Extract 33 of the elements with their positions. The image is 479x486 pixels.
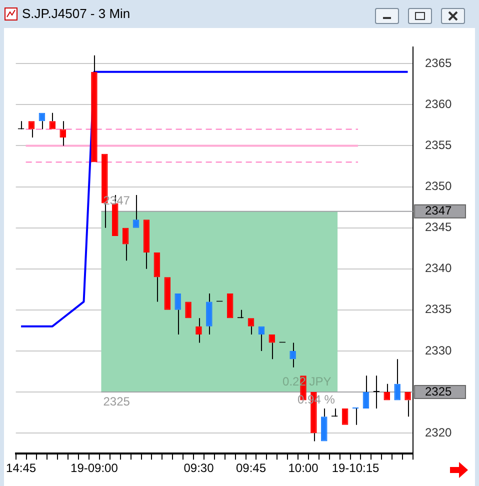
y-tick-label: 2340 — [425, 261, 452, 276]
candlestick — [352, 407, 359, 426]
chart-title: S.JP.J4507 - 3 Min — [22, 6, 130, 21]
x-tick-label: 09:30 — [184, 461, 214, 476]
y-tick-label: 2320 — [425, 425, 452, 440]
candlestick — [206, 293, 212, 336]
x-tick-label: 10:00 — [288, 461, 319, 476]
y-tick-label: 2345 — [425, 220, 452, 234]
candlestick — [143, 220, 150, 270]
candlestick — [394, 358, 400, 400]
candlestick — [28, 121, 35, 138]
x-tick-label: 19-10:15 — [332, 461, 380, 476]
candlestick — [38, 112, 46, 130]
candlestick — [174, 294, 181, 336]
y-tick-label: 2325 — [425, 384, 452, 398]
ref-line-label: 2325 — [103, 394, 130, 408]
x-tick-label: 14:45 — [6, 461, 36, 476]
y-tick-label: 2365 — [425, 56, 452, 70]
x-tick-label: 09:45 — [236, 461, 266, 476]
ref-line-label: 2347 — [425, 204, 452, 218]
candlestick — [132, 194, 140, 228]
y-tick-label: 2355 — [425, 138, 452, 152]
candlestick — [321, 408, 328, 442]
candlestick — [154, 252, 160, 302]
y-tick-label: 2350 — [425, 179, 452, 194]
candlestick — [91, 54, 98, 162]
y-tick-label: 2330 — [425, 343, 452, 358]
x-tick-label: 19-09:00 — [70, 461, 118, 476]
candlestick — [122, 228, 129, 262]
candlestick — [248, 318, 254, 336]
candlestick — [362, 375, 370, 408]
y-tick-label: 2335 — [425, 302, 452, 316]
y-tick-label: 2360 — [425, 96, 452, 111]
